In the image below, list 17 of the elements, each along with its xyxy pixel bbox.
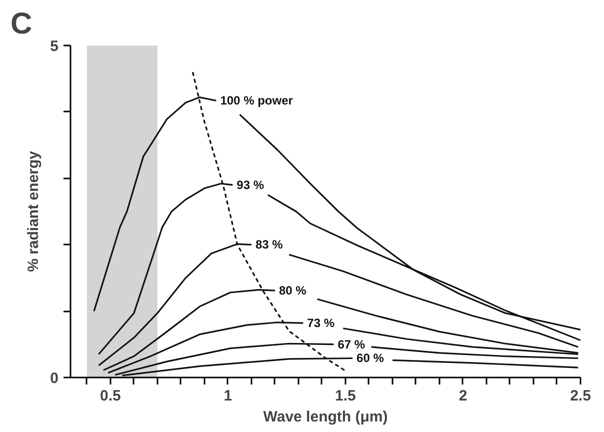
series-label: 60 % <box>356 351 384 366</box>
x-tick-label: 2.5 <box>570 388 591 404</box>
series-label: 100 % power <box>220 94 294 108</box>
y-tick-label: 5 <box>50 38 58 55</box>
chart-title: C <box>10 8 32 40</box>
x-tick-label: 1.5 <box>335 388 356 404</box>
series-label: 80 % <box>278 284 307 298</box>
series-label: 93 % <box>236 178 264 192</box>
series-label: 67 % <box>338 337 366 352</box>
series-label: 73 % <box>307 316 335 330</box>
y-axis-title: % radiant energy <box>25 150 42 272</box>
series-label: 83 % <box>255 238 284 252</box>
x-tick-label: 2 <box>458 388 468 404</box>
x-tick-label: 0.5 <box>100 388 121 404</box>
x-tick-label: 1 <box>224 388 232 404</box>
x-axis-title: Wave length (μm) <box>263 408 388 426</box>
y-tick-label: 0 <box>50 370 58 387</box>
